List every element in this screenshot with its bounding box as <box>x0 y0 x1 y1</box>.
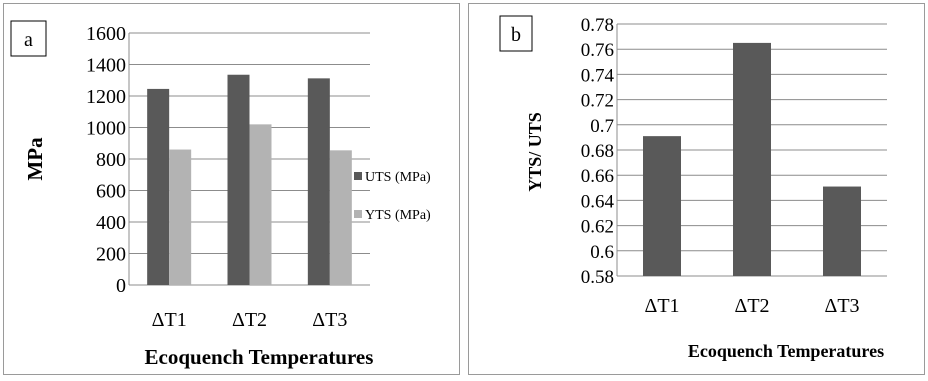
chart-a-xtick-label: ΔT3 <box>312 309 347 331</box>
chart-a-legend-label: YTS (MPa) <box>365 208 431 223</box>
chart-b-ytick-label: 0.66 <box>581 166 614 187</box>
chart-panel-b: b 0.58 0.6 0.62 0.64 0.66 0.68 0.7 0.72 0.74 0.76 0… <box>468 3 925 375</box>
chart-b-bar-ratio-3 <box>823 186 861 276</box>
chart-a-ytick-label: 0 <box>116 275 126 297</box>
chart-a-bar-yts-3 <box>329 150 352 285</box>
chart-b-ytick-label: 0.76 <box>581 40 614 61</box>
chart-panel-a: a 0 200 400 600 800 1000 1200 1400 1600 ΔT1 ΔT2 ΔT3 E… <box>3 3 460 375</box>
chart-a-ytick-label: 200 <box>96 244 126 266</box>
chart-a-panel-label: a <box>24 29 33 51</box>
chart-a-xtick-label: ΔT1 <box>152 309 187 331</box>
chart-a-ytick-label: 1000 <box>86 118 126 140</box>
chart-b-ytick-label: 0.58 <box>581 267 614 288</box>
chart-a-bar-uts-1 <box>147 88 170 285</box>
chart-b-ytick-label: 0.78 <box>581 15 614 36</box>
chart-a-ytick-label: 1200 <box>86 86 126 108</box>
chart-a-bar-yts-1 <box>169 149 192 285</box>
chart-a-y-axis-title: MPa <box>23 137 47 181</box>
chart-a-legend-swatch <box>354 172 362 180</box>
chart-a-ytick-label: 1400 <box>86 55 126 77</box>
chart-a-svg: a 0 200 400 600 800 1000 1200 1400 1600 ΔT1 ΔT2 ΔT3 E… <box>10 20 431 369</box>
chart-b-ytick-label: 0.64 <box>581 191 615 212</box>
chart-a-x-axis-title: Ecoquench Temperatures <box>145 345 374 369</box>
chart-b-xtick-label: ΔT2 <box>734 295 769 317</box>
chart-b-ytick-label: 0.6 <box>590 242 614 263</box>
chart-a-ytick-label: 800 <box>96 149 126 171</box>
chart-b-bar-ratio-1 <box>643 136 681 276</box>
chart-b-label-box <box>499 15 533 52</box>
chart-b-ytick-label: 0.74 <box>581 65 615 86</box>
chart-a-legend-swatch <box>354 210 362 218</box>
chart-b-xtick-label: ΔT1 <box>644 295 679 317</box>
chart-a-bar-uts-2 <box>227 74 250 285</box>
chart-a-ytick-label: 400 <box>96 212 126 234</box>
chart-b-xtick-label: ΔT3 <box>824 295 859 317</box>
chart-b-ytick-label: 0.62 <box>581 217 614 238</box>
chart-b-ytick-label: 0.68 <box>581 141 614 162</box>
chart-a-bar-uts-3 <box>307 78 330 285</box>
chart-b-panel-label: b <box>511 24 521 46</box>
chart-a-legend-label: UTS (MPa) <box>365 170 431 185</box>
chart-b-ytick-label: 0.72 <box>581 91 614 112</box>
chart-b-bar-ratio-2 <box>733 42 771 277</box>
chart-b-ytick-label: 0.7 <box>590 116 614 137</box>
chart-a-ytick-label: 1600 <box>86 23 126 45</box>
chart-a-bar-yts-2 <box>249 124 272 285</box>
chart-b-y-axis-title: YTS/ UTS <box>525 112 545 192</box>
chart-a-ytick-label: 600 <box>96 181 126 203</box>
chart-b-x-axis-title: Ecoquench Temperatures <box>688 341 884 361</box>
chart-b-svg: b 0.58 0.6 0.62 0.64 0.66 0.68 0.7 0.72 0.74 0.76 0… <box>499 15 887 361</box>
chart-a-label-box <box>10 20 47 57</box>
chart-a-xtick-label: ΔT2 <box>232 309 267 331</box>
